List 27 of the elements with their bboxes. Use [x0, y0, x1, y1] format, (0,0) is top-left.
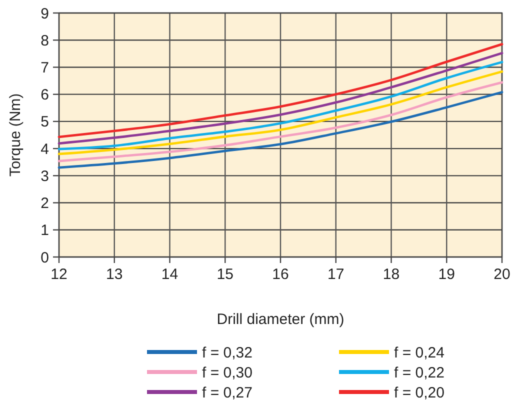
- y-tick-label: 9: [40, 5, 49, 22]
- x-tick-label: 20: [494, 266, 510, 283]
- y-tick-label: 4: [40, 140, 49, 158]
- y-tick-label: 3: [40, 168, 49, 185]
- y-tick-label: 1: [40, 222, 49, 240]
- y-tick-label: 8: [40, 32, 49, 50]
- x-tick-label: 15: [216, 266, 234, 283]
- x-tick-label: 14: [161, 266, 178, 283]
- legend-label: f = 0,30: [202, 364, 252, 382]
- x-tick-label: 19: [438, 266, 455, 283]
- legend-label: f = 0,24: [394, 344, 444, 362]
- x-tick-label: 13: [106, 266, 123, 283]
- x-tick-label: 17: [328, 266, 344, 283]
- x-tick-label: 18: [382, 266, 400, 283]
- y-tick-label: 5: [40, 114, 49, 131]
- y-tick-label: 0: [40, 249, 49, 266]
- x-tick-label: 12: [50, 266, 68, 283]
- x-tick-label: 16: [272, 266, 289, 283]
- y-axis-title: Torque (Nm): [7, 93, 24, 177]
- y-tick-label: 7: [40, 59, 49, 76]
- legend-label: f = 0,22: [394, 364, 444, 382]
- y-tick-label: 6: [40, 86, 49, 104]
- legend-label: f = 0,20: [394, 384, 444, 402]
- legend-label: f = 0,32: [202, 344, 252, 362]
- x-axis-title: Drill diameter (mm): [216, 311, 344, 328]
- y-tick-label: 2: [40, 195, 49, 212]
- legend-label: f = 0,27: [202, 384, 252, 402]
